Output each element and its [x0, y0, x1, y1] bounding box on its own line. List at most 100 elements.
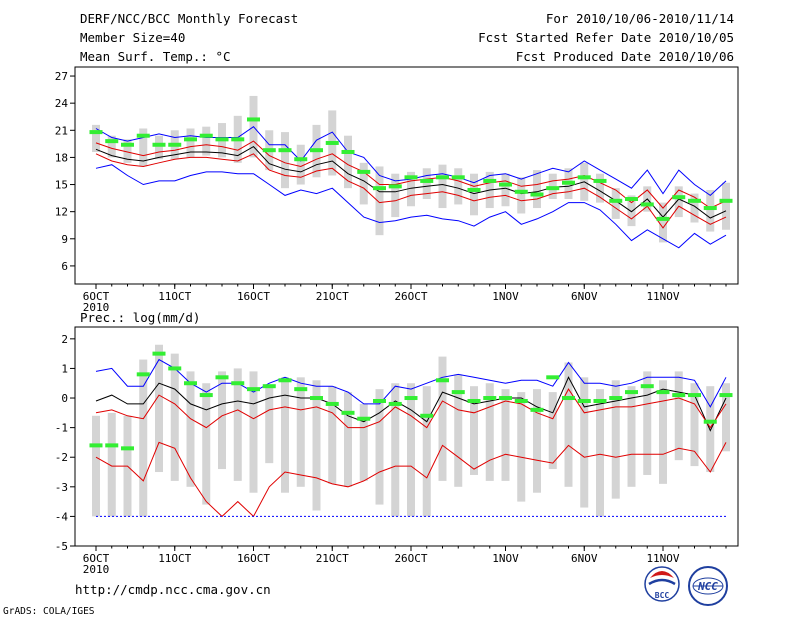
- temp-observed-marker: [546, 186, 560, 191]
- prec-range-bar: [470, 386, 478, 475]
- temp-range-bar: [407, 171, 415, 207]
- temp-series-upper-line: [95, 140, 727, 209]
- temp-observed-marker: [483, 178, 497, 183]
- prec-range-bar: [643, 371, 652, 475]
- prec-observed-marker: [388, 401, 402, 406]
- temp-observed-marker: [199, 133, 213, 138]
- prec-range-bar: [218, 371, 226, 470]
- prec-range-bar: [533, 389, 541, 493]
- prec-range-bar: [611, 380, 620, 499]
- temp-range-bar: [659, 202, 667, 243]
- prec-range-bar: [548, 392, 557, 470]
- prec-observed-marker: [278, 378, 292, 383]
- temp-range-bar: [186, 128, 195, 158]
- temp-range-bar: [690, 193, 699, 223]
- figure-title: DERF/NCC/BCC Monthly Forecast: [80, 11, 298, 26]
- prec-range-bar: [454, 374, 463, 487]
- member-size: Member Size=40: [80, 30, 185, 45]
- temp-ytick-label: 27: [55, 70, 68, 83]
- temp-range-bar: [202, 126, 211, 156]
- temp-observed-marker: [467, 187, 481, 192]
- temp-range-bar: [470, 173, 478, 216]
- prec-series-upper-line: [95, 388, 727, 429]
- prec-observed-marker: [719, 393, 733, 398]
- prec-range-bar: [391, 383, 400, 517]
- temp-range-bar: [611, 188, 620, 219]
- temp-observed-marker: [294, 157, 308, 162]
- temp-observed-marker: [89, 130, 103, 135]
- bcc-logo-blue-wave: [648, 578, 676, 586]
- prec-observed-marker: [625, 390, 638, 395]
- prec-observed-marker: [593, 398, 607, 403]
- temp-observed-marker: [703, 206, 717, 211]
- temp-range-bar: [281, 132, 289, 189]
- prec-xtick-label: 26OCT: [394, 552, 427, 565]
- prec-xtick-year: 2010: [83, 563, 110, 576]
- temp-ytick-label: 12: [55, 206, 68, 219]
- prec-observed-marker: [577, 398, 591, 403]
- prec-range-bar: [312, 380, 321, 511]
- temp-range-bar: [517, 177, 526, 214]
- prec-observed-marker: [530, 407, 544, 412]
- prec-xtick-label: 6OCT: [83, 552, 110, 565]
- prec-range-bar: [438, 356, 447, 481]
- prec-observed-marker: [546, 375, 560, 380]
- prec-range-bar: [155, 344, 163, 473]
- temp-ytick-label: 9: [61, 233, 68, 246]
- temp-range-bar: [438, 164, 447, 209]
- bcc-logo-text: BCC: [655, 591, 670, 600]
- temp-observed-marker: [215, 137, 229, 142]
- prec-range-bar: [722, 383, 730, 452]
- grads-credit: GrADS: COLA/IGES: [3, 606, 95, 617]
- prec-observed-marker: [89, 443, 103, 448]
- temp-observed-marker: [373, 186, 386, 191]
- temp-xtick-label: 6NOV: [571, 290, 598, 303]
- temp-xtick-label: 16OCT: [237, 290, 270, 303]
- prec-range-bar: [422, 386, 431, 517]
- temp-range-bar: [123, 139, 132, 163]
- prec-ytick-label: -5: [55, 540, 68, 553]
- prec-xtick-label: 1NOV: [492, 552, 519, 565]
- temp-observed-marker: [436, 175, 449, 180]
- prec-observed-marker: [341, 410, 355, 415]
- prec-ytick-label: -1: [55, 422, 68, 435]
- temp-observed-marker: [231, 137, 245, 142]
- temp-ytick-label: 15: [55, 179, 68, 192]
- prec-observed-marker: [231, 381, 245, 386]
- prec-observed-marker: [656, 390, 670, 395]
- temp-observed-marker: [640, 202, 654, 207]
- temp-xtick-label: 11NOV: [646, 290, 679, 303]
- bcc-logo-red-wave: [650, 571, 674, 578]
- prec-observed-marker: [373, 398, 386, 403]
- prec-range-bar: [344, 392, 352, 487]
- temp-observed-marker: [262, 148, 276, 153]
- temp-range-bar: [674, 186, 683, 218]
- temp-plot-frame: [74, 66, 739, 285]
- temp-range-bar: [706, 189, 715, 232]
- prec-observed-marker: [404, 396, 418, 401]
- prec-range-bar: [659, 380, 667, 484]
- prec-range-bar: [407, 383, 415, 517]
- temp-xtick-label: 11OCT: [158, 290, 191, 303]
- ncc-logo: NCC: [688, 566, 728, 606]
- temp-observed-marker: [152, 142, 166, 147]
- temp-observed-marker: [184, 137, 197, 142]
- prec-plot-frame: [74, 326, 739, 547]
- prec-observed-marker: [609, 396, 623, 401]
- prec-observed-marker: [688, 393, 701, 398]
- temp-range-bar: [155, 135, 163, 160]
- temp-range-bar: [454, 168, 463, 205]
- prec-ytick-label: -2: [55, 451, 68, 464]
- prec-observed-marker: [499, 396, 512, 401]
- bcc-logo: BCC: [644, 566, 680, 602]
- ncc-logo-text: NCC: [697, 580, 718, 593]
- temp-observed-marker: [514, 189, 528, 194]
- temp-range-bar: [344, 135, 352, 189]
- temp-observed-marker: [247, 117, 260, 122]
- prec-range-bar: [564, 362, 573, 487]
- prec-range-bar: [359, 403, 368, 481]
